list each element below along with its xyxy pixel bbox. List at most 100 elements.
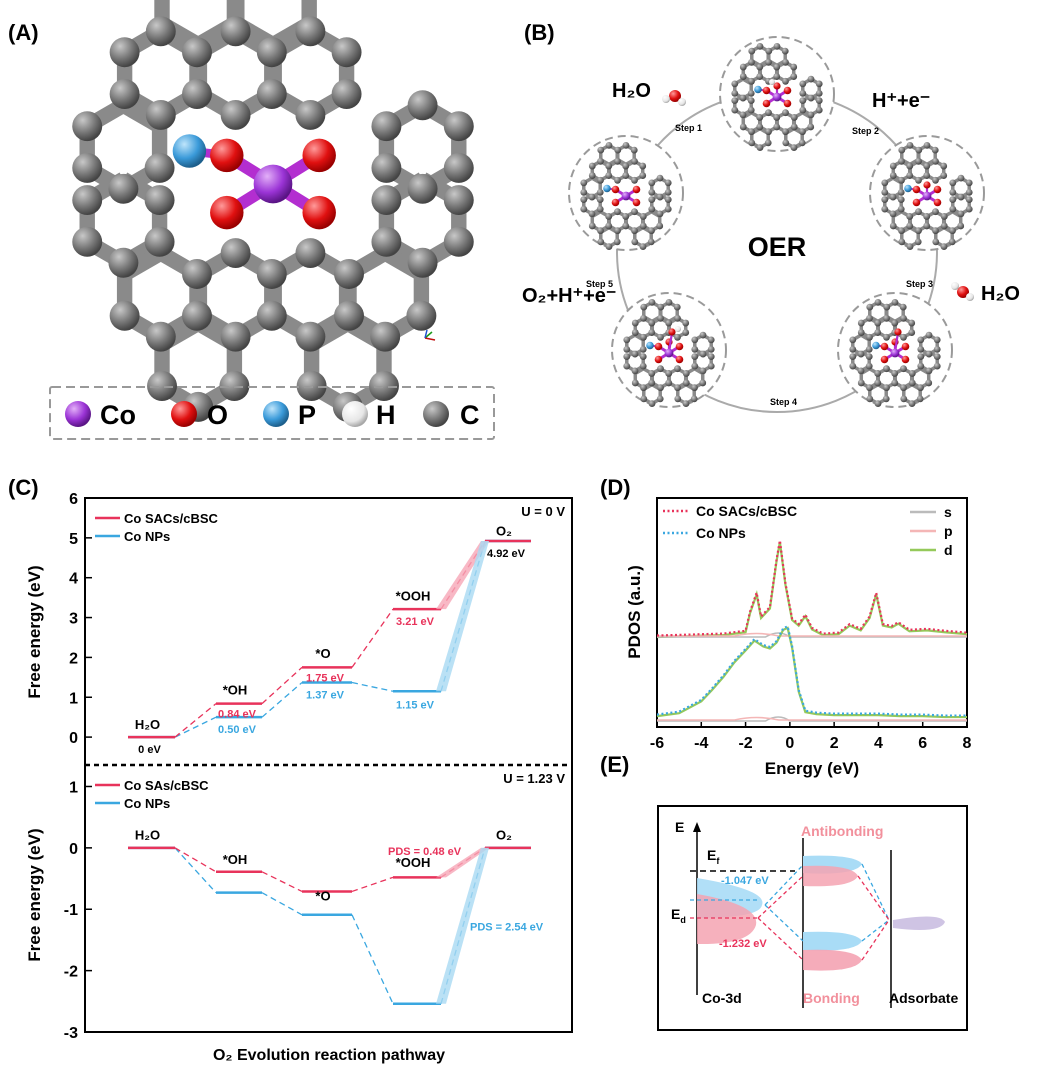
- carbon-atom: [623, 353, 631, 361]
- h2o-in-label-1: H₂O: [612, 80, 651, 102]
- carbon-atom: [883, 384, 890, 392]
- carbon-atom: [756, 144, 764, 152]
- carbon-atom: [295, 16, 326, 47]
- carbon-atom: [807, 94, 815, 102]
- transition-connector: [351, 608, 394, 668]
- x-tick-label: -6: [650, 735, 664, 752]
- carbon-atom: [898, 238, 906, 246]
- carbon-atom: [731, 80, 739, 88]
- carbon-atom: [739, 111, 747, 119]
- carbon-atom: [220, 238, 251, 269]
- carbon-atom: [747, 106, 755, 114]
- diagram-frame-e: [657, 805, 968, 1031]
- carbon-atom: [334, 300, 364, 331]
- bonding-sac-lobe: [803, 949, 862, 971]
- transition-connector: [174, 847, 217, 873]
- phosphorus-atom: [603, 184, 611, 193]
- panel-label-e: (E): [600, 752, 629, 777]
- carbon-atom: [897, 188, 905, 196]
- oxygen-atom: [675, 355, 684, 364]
- carbon-atom: [144, 226, 175, 257]
- carbon-atom: [932, 208, 939, 216]
- bonding-label: Bonding: [803, 990, 860, 1006]
- carbon-atom: [915, 176, 922, 184]
- pdos-plot: -6 -4 -2 0 2 4 6 8 Co SACs/cBSC Co NPs spd: [650, 503, 972, 752]
- carbon-atom: [891, 379, 899, 387]
- carbon-atom: [849, 353, 857, 361]
- carbon-atom: [647, 238, 655, 246]
- d-xlabel: Energy (eV): [765, 759, 859, 778]
- carbon-atom: [857, 379, 865, 387]
- carbon-atom: [613, 238, 621, 246]
- carbon-atom: [256, 300, 287, 331]
- carbon-atom: [443, 185, 474, 216]
- oxygen-atom: [302, 195, 336, 230]
- transition-connector: [261, 871, 303, 893]
- carbon-atom: [682, 379, 690, 387]
- carbon-atom: [865, 353, 873, 361]
- carbon-atom: [923, 162, 931, 170]
- carbon-atom: [640, 333, 647, 341]
- carbon-atom: [891, 370, 899, 377]
- carbon-atom: [682, 370, 690, 377]
- carbon-atom: [295, 99, 326, 130]
- oxygen-atom: [933, 198, 942, 207]
- phosphorus-atom: [872, 341, 880, 350]
- carbon-atom: [72, 226, 103, 257]
- cycle-intermediate-2: [869, 135, 985, 251]
- carbon-atom: [639, 162, 647, 170]
- carbon-atom: [874, 329, 882, 336]
- carbon-atom: [773, 63, 781, 71]
- step-label: H₂O: [135, 717, 160, 732]
- carbon-atom: [639, 222, 647, 230]
- c-bottom-ylabel: Free energy (eV): [25, 828, 44, 961]
- carbon-atom: [691, 362, 699, 370]
- carbon-atom: [857, 350, 865, 358]
- transition-connector: [174, 847, 217, 894]
- carbon-atom: [923, 222, 931, 230]
- oxygen-atom: [611, 185, 620, 194]
- carbon-atom: [622, 213, 630, 220]
- pds-band: [436, 541, 489, 610]
- cobalt-atom: [922, 191, 932, 201]
- carbon-atom: [940, 222, 948, 230]
- carbon-atom: [640, 303, 648, 311]
- co-ball-icon: [65, 401, 91, 427]
- carbon-atom: [949, 188, 957, 196]
- carbon-atom: [648, 379, 656, 387]
- c-ball-icon: [423, 401, 449, 427]
- phosphorus-atom: [172, 134, 207, 168]
- carbon-atom: [782, 109, 789, 117]
- carbon-atom: [370, 321, 401, 352]
- carbon-atom: [371, 152, 402, 183]
- x-tick-label: 6: [918, 735, 927, 752]
- carbon-atom: [682, 400, 690, 408]
- energy-value-label: 1.37 eV: [306, 690, 345, 702]
- carbon-atom: [815, 80, 823, 88]
- legend-label: Co NPs: [696, 525, 746, 541]
- co-site-structure: [72, 0, 474, 422]
- carbon-atom: [657, 333, 664, 341]
- carbon-atom: [874, 400, 882, 408]
- d-orbital-curve: [656, 541, 968, 639]
- panel-label-c: (C): [8, 475, 39, 500]
- energy-value-label: 1.15 eV: [396, 699, 435, 711]
- carbon-atom: [597, 176, 604, 184]
- carbon-atom: [256, 79, 287, 109]
- p-orbital-curve: [657, 716, 967, 721]
- carbon-atom: [889, 172, 897, 179]
- carbon-atom: [296, 371, 327, 401]
- carbon-atom: [932, 176, 939, 184]
- cycle-nodes: [568, 36, 985, 408]
- carbon-atom: [605, 243, 613, 251]
- cycle-intermediate-1: [719, 36, 835, 152]
- transition-connector: [351, 914, 394, 1005]
- d-orbital-curve: [656, 626, 967, 719]
- carbon-atom: [874, 379, 882, 387]
- carbon-atom: [648, 196, 656, 204]
- oer-label: OER: [748, 232, 807, 262]
- carbon-atom: [866, 303, 874, 311]
- carbon-atom: [889, 210, 897, 218]
- carbon-atom: [623, 336, 631, 344]
- carbon-atom: [691, 336, 699, 344]
